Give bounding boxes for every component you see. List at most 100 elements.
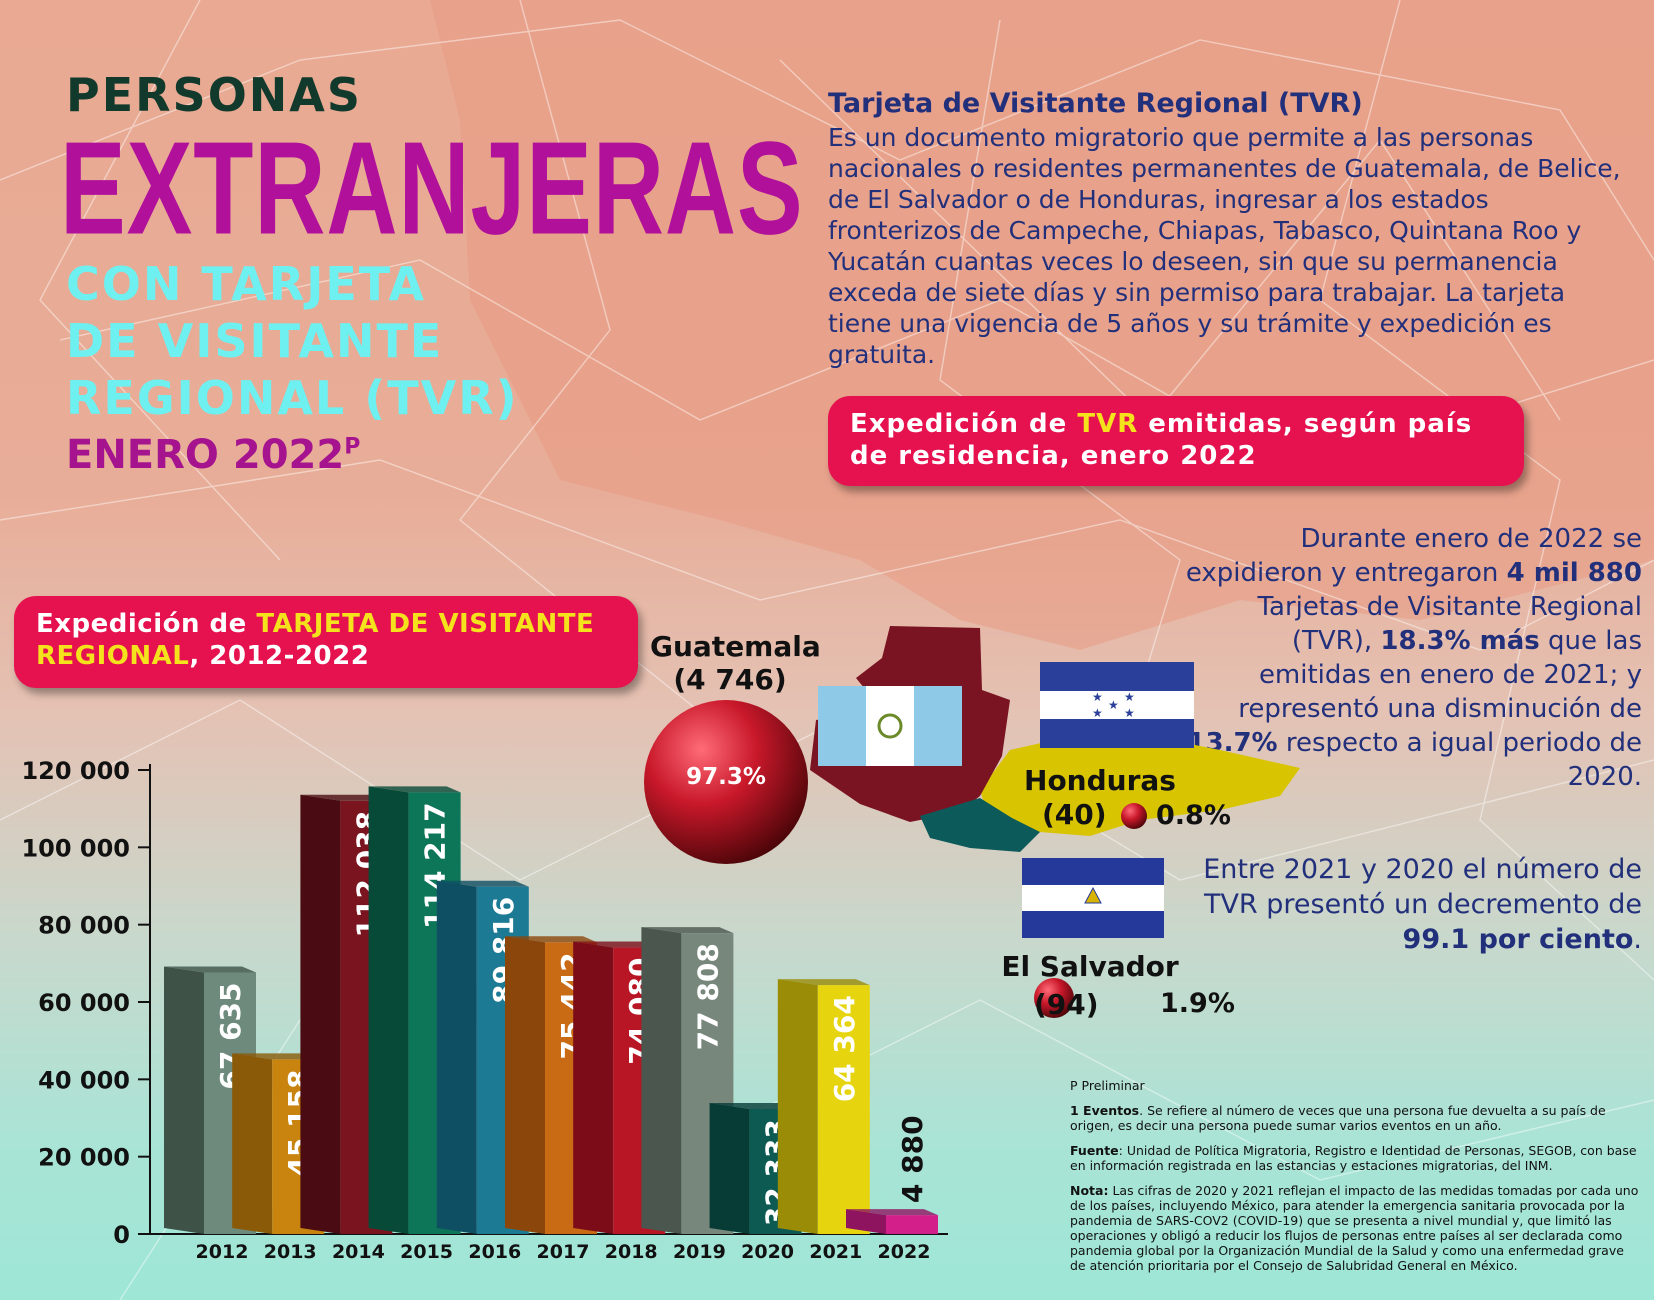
guatemala-coat-of-arms-icon [877, 713, 903, 739]
note-nota-label: Nota: [1070, 1183, 1109, 1198]
bar-2021 [817, 985, 870, 1234]
guatemala-label: Guatemala (4 746) [650, 630, 821, 696]
guatemala-flag-stripe-right [914, 686, 962, 766]
summary-bold-total: 4 mil 880 [1506, 558, 1642, 588]
background-map-shape [430, 0, 1654, 650]
bar-2022 [886, 1215, 938, 1234]
chart-title-highlight: TARJETA DE VISITANTE REGIONAL [36, 609, 595, 671]
x-tick-label: 2022 [878, 1241, 931, 1263]
bar-top-2015 [368, 786, 461, 793]
y-tick-label: 100 000 [21, 834, 130, 862]
note-eventos-text: . Se refiere al número de veces que una … [1070, 1103, 1606, 1133]
bar-side-2013 [232, 1053, 273, 1234]
el-salvador-sphere [1034, 978, 1074, 1018]
guatemala-percent: 97.3% [686, 764, 766, 790]
title-personas: PERSONAS [66, 68, 363, 122]
x-tick-label: 2012 [196, 1241, 249, 1263]
honduras-sphere [1121, 803, 1147, 829]
el-salvador-shape [920, 798, 1040, 852]
banner-text-post: emitidas, según país de residencia, ener… [850, 409, 1473, 471]
guatemala-sphere [644, 700, 808, 864]
y-tick-label: 60 000 [38, 989, 130, 1017]
banner-text-pre: Expedición de [850, 409, 1078, 439]
chart-title-pre: Expedición de [36, 609, 257, 639]
el-salvador-flag-stripe-top [1022, 858, 1164, 885]
x-tick-label: 2016 [468, 1241, 521, 1263]
bar-top-2019 [641, 927, 734, 934]
bar-side-2019 [641, 927, 682, 1234]
x-tick-label: 2018 [605, 1241, 658, 1263]
y-tick-label: 0 [113, 1221, 130, 1249]
summary-part: que las emitidas en enero de 2021; y rep… [1238, 626, 1642, 724]
honduras-label: Honduras [1020, 764, 1180, 797]
summary2-part: Entre 2021 y 2020 el número de TVR prese… [1203, 854, 1642, 920]
title-extranjeras: EXTRANJERAS [60, 114, 804, 262]
el-salvador-percent: 1.9% [1160, 988, 1235, 1019]
x-tick-label: 2013 [264, 1241, 317, 1263]
title-date: ENERO 2022P [66, 432, 360, 478]
note-eventos: 1 Eventos. Se refiere al número de veces… [1070, 1103, 1640, 1133]
title-date-text: ENERO 2022 [66, 432, 345, 478]
bar-top-2022 [846, 1209, 938, 1216]
svg-text:★: ★ [1108, 698, 1119, 712]
chart-title-banner: Expedición de TARJETA DE VISITANTE REGIO… [14, 596, 638, 688]
guatemala-flag-stripe-left [818, 686, 866, 766]
note-nota: Nota: Las cifras de 2020 y 2021 reflejan… [1070, 1183, 1640, 1273]
summary-text: Durante enero de 2022 se expidieron y en… [1182, 522, 1642, 794]
honduras-name: Honduras [1024, 764, 1176, 797]
y-tick-label: 20 000 [38, 1144, 130, 1172]
bar-side-2014 [300, 794, 341, 1234]
bar-side-2022 [846, 1209, 886, 1234]
y-tick-label: 80 000 [38, 912, 130, 940]
bar-top-2021 [777, 979, 870, 986]
x-tick-label: 2020 [741, 1241, 794, 1263]
summary-part: Durante enero de 2022 se expidieron y en… [1185, 524, 1642, 588]
summary-bold-increase: 18.3% más [1380, 626, 1540, 656]
bar-side-2021 [777, 979, 818, 1234]
bar-side-2020 [709, 1102, 750, 1234]
honduras-stars-icon: ★ ★ ★ ★ ★ [1092, 690, 1135, 720]
bar-side-2018 [573, 941, 614, 1234]
bar-side-2016 [436, 880, 477, 1234]
honduras-count: (40) [1042, 798, 1107, 831]
central-america-map: ★ ★ ★ ★ ★ [644, 626, 1300, 1018]
y-tick-label: 120 000 [21, 757, 130, 785]
summary-part: respecto a igual periodo de 2020. [1277, 728, 1642, 792]
honduras-flag-stripe-middle [1040, 691, 1194, 719]
el-salvador-flag-stripe-bottom [1022, 911, 1164, 938]
guatemala-count: (4 746) [673, 663, 787, 696]
x-tick-label: 2015 [400, 1241, 453, 1263]
banner-text-highlight: TVR [1077, 409, 1139, 439]
bar-top-2012 [164, 966, 256, 973]
svg-text:★: ★ [1092, 706, 1103, 720]
summary2-bold: 99.1 por ciento [1402, 924, 1634, 955]
guatemala-name: Guatemala [650, 630, 821, 663]
y-axis: 0 20 000 40 000 60 000 80 000 100 000 120 000 [21, 757, 948, 1249]
note-fuente-text: : Unidad de Política Migratoria, Registr… [1070, 1143, 1637, 1173]
x-tick-label: 2014 [332, 1241, 385, 1263]
note-preliminar: P Preliminar [1070, 1078, 1145, 1093]
svg-text:★: ★ [1124, 706, 1135, 720]
footnotes: P Preliminar 1 Eventos. Se refiere al nú… [1070, 1078, 1640, 1283]
x-tick-label: 2019 [673, 1241, 726, 1263]
x-tick-label: 2021 [809, 1241, 862, 1263]
note-fuente-label: Fuente [1070, 1143, 1119, 1158]
chart-title-post: , 2012-2022 [189, 641, 370, 671]
el-salvador-coat-of-arms-icon [1084, 886, 1102, 904]
x-axis-labels: 2012 2013 2014 2015 2016 2017 2018 2019 2020 2021… [196, 1241, 931, 1263]
bar-side-2017 [505, 936, 545, 1234]
bar-top-2017 [505, 936, 597, 943]
bar-value-label: 4 880 [896, 1115, 929, 1203]
el-salvador-count: (94) [1034, 988, 1099, 1021]
bar-value-label: 77 808 [691, 943, 724, 1050]
note-fuente: Fuente: Unidad de Política Migratoria, R… [1070, 1143, 1640, 1173]
y-tick-label: 40 000 [38, 1066, 130, 1094]
svg-text:★: ★ [1124, 690, 1135, 704]
bar-top-2016 [436, 880, 529, 887]
description-title: Tarjeta de Visitante Regional (TVR) [828, 88, 1363, 119]
honduras-shape [980, 732, 1300, 836]
summary-text-2: Entre 2021 y 2020 el número de TVR prese… [1182, 852, 1642, 957]
